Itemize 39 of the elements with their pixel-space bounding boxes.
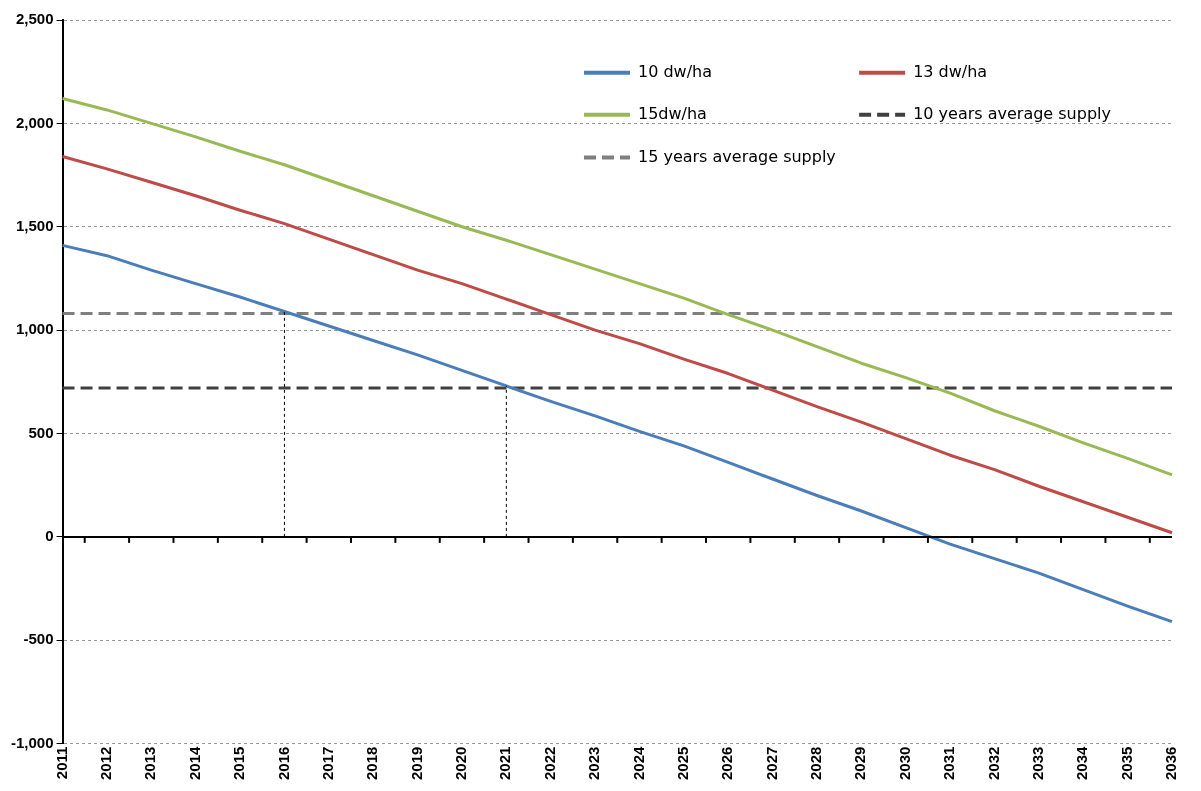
x-tick-label: 2025: [673, 746, 691, 781]
x-tick-label: 2028: [807, 746, 825, 781]
y-tick-label: 2,500: [15, 10, 54, 28]
x-tick-label: 2011: [52, 746, 70, 780]
x-tick-label: 2017: [318, 746, 336, 781]
x-tick-label: 2030: [895, 746, 913, 781]
legend-label: 15dw/ha: [637, 103, 707, 123]
x-tick-label: 2022: [540, 746, 558, 781]
x-tick-label: 2024: [629, 745, 647, 781]
y-tick-label: 1,500: [15, 216, 54, 234]
x-tick-label: 2032: [984, 746, 1002, 781]
x-tick-label: 2015: [230, 746, 248, 781]
y-tick-label: -1,000: [10, 733, 54, 751]
y-tick-label: 500: [28, 423, 54, 441]
legend-label: 13 dw/ha: [913, 61, 988, 81]
x-tick-label: 2023: [585, 746, 603, 781]
x-tick-label: 2012: [97, 746, 115, 781]
x-tick-label: 2035: [1117, 746, 1135, 781]
y-tick-label: -500: [23, 630, 54, 648]
x-tick-label: 2021: [496, 746, 514, 781]
x-tick-label: 2034: [1073, 745, 1091, 781]
legend-label: 10 years average supply: [913, 103, 1111, 123]
x-tick-label: 2029: [851, 746, 869, 781]
legend-label: 15 years average supply: [637, 146, 836, 166]
x-tick-label: 2033: [1029, 746, 1046, 781]
x-tick-label: 2016: [274, 746, 292, 781]
x-tick-label: 2027: [762, 746, 780, 781]
legend-label: 10 dw/ha: [637, 61, 713, 81]
x-tick-label: 2026: [718, 746, 736, 781]
y-tick-label: 0: [45, 527, 54, 545]
x-tick-label: 2036: [1162, 746, 1180, 781]
x-tick-label: 2013: [141, 746, 159, 781]
x-tick-label: 2018: [363, 746, 381, 781]
x-tick-label: 2014: [185, 745, 203, 781]
x-tick-label: 2020: [452, 746, 470, 781]
x-tick-label: 2031: [940, 746, 958, 781]
y-tick-label: 1,000: [15, 320, 54, 338]
y-tick-label: 2,000: [15, 113, 54, 131]
x-tick-label: 2019: [407, 746, 425, 781]
